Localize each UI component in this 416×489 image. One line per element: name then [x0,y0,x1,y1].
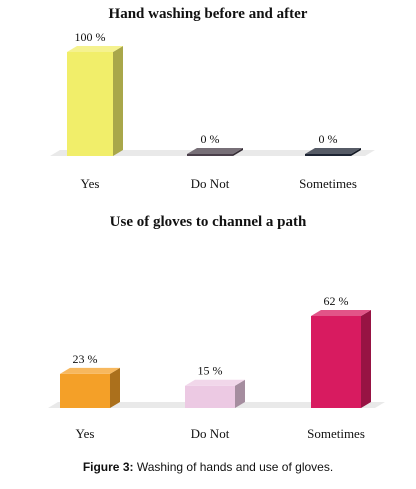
chart1-bar-2-top [311,310,371,316]
figure-caption-label: Figure 3: [82,460,134,474]
chart0-bar-0-side [113,46,123,156]
chart0-category-label-0: Yes [81,176,100,191]
chart1-category-label-0: Yes [76,426,95,441]
chart0-bar-1-front [187,154,233,156]
chart-title-hand-washing: Hand washing before and after [108,6,308,22]
chart1-category-label-1: Do Not [191,426,230,441]
chart0-bar-1-side [233,148,243,156]
hand-washing-chart: 100 % Yes 0 % Do Not 0 % Sometimes [50,30,375,191]
chart1-bar-1-top [185,379,245,386]
chart1-value-label-1: 15 % [198,364,223,378]
gloves-chart: 23 % Yes 15 % Do Not 62 % Sometimes [48,294,385,441]
chart0-bar-2 [305,148,361,156]
chart1-bar-2 [311,310,371,408]
chart0-value-label-2: 0 % [319,132,338,146]
figure-caption-text: Washing of hands and use of gloves. [133,460,334,474]
chart0-bar-2-front [305,154,351,156]
chart0-value-label-1: 0 % [201,132,220,146]
chart1-bar-0 [60,367,120,408]
chart-title-gloves: Use of gloves to channel a path [109,214,307,230]
chart0-bar-0-top [67,46,123,52]
chart0-bar-2-side [351,148,361,156]
chart1-bar-1-front [185,385,235,408]
chart1-category-label-2: Sometimes [307,426,365,441]
chart0-bar-0 [67,46,123,156]
chart1-bar-0-front [60,373,110,408]
chart0-category-label-2: Sometimes [299,176,357,191]
chart0-value-label-0: 100 % [75,30,106,44]
chart1-bar-2-side [361,310,371,408]
chart0-bar-1 [187,148,243,156]
chart0-bar-0-front [67,52,113,156]
figure-caption: Figure 3: Washing of hands and use of gl… [0,460,416,474]
chart0-bar-2-top [305,148,361,154]
chart1-value-label-2: 62 % [324,294,349,308]
chart0-bar-1-top [187,148,243,154]
chart1-bar-0-top [60,367,120,374]
chart0-category-label-1: Do Not [191,176,230,191]
chart1-bar-1-side [235,379,245,408]
chart1-value-label-0: 23 % [73,352,98,366]
chart1-bar-2-front [311,316,361,408]
chart1-bar-1 [185,379,245,408]
chart1-bar-0-side [110,367,120,408]
